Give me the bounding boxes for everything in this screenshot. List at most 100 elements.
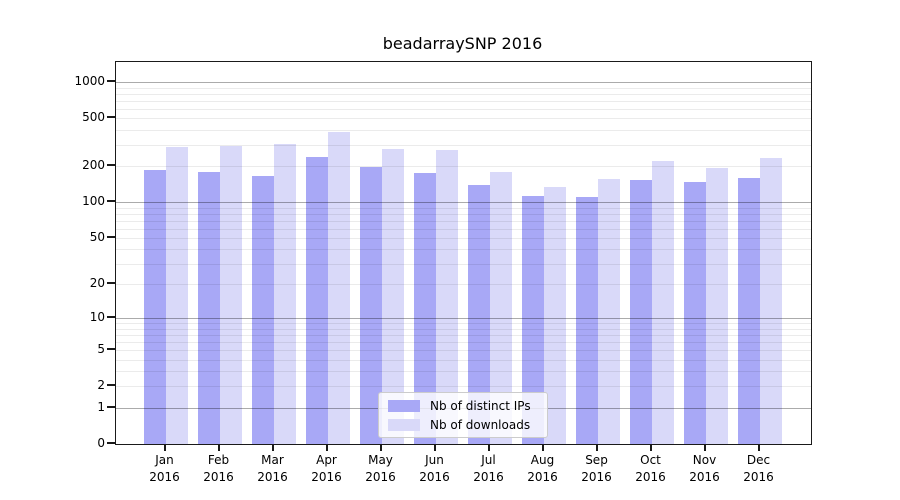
x-tickmark-oct: [649, 444, 652, 451]
y-tickmark-2: [107, 384, 115, 387]
x-tickmark-dec: [757, 444, 760, 451]
bar-ips-may: [359, 166, 382, 444]
gridline-600: [116, 108, 811, 110]
plot-area: [115, 61, 812, 445]
x-label-month: Feb: [207, 453, 230, 467]
x-label-year: 2016: [527, 470, 558, 484]
bar-ips-oct: [629, 179, 652, 444]
gridline-200: [116, 166, 811, 168]
y-label-1: 1: [97, 399, 105, 414]
bar-downloads-jul: [489, 171, 512, 444]
gridline-10: [116, 318, 811, 320]
gridline-90: [116, 207, 811, 209]
gridline-400: [116, 129, 811, 131]
gridline-300: [116, 144, 811, 146]
x-label-jun: Jun 2016: [405, 452, 465, 486]
legend-item-downloads: Nb of downloads: [388, 415, 538, 434]
gridline-70: [116, 220, 811, 222]
x-label-year: 2016: [311, 470, 342, 484]
gridline-500: [116, 118, 811, 120]
bar-ips-jun: [413, 172, 436, 444]
bar-downloads-dec: [759, 158, 782, 444]
gridline-20: [116, 284, 811, 286]
gridline-6: [116, 342, 811, 344]
x-label-month: Jun: [425, 453, 444, 467]
x-label-month: Mar: [261, 453, 284, 467]
bar-downloads-mar: [273, 143, 296, 444]
bar-ips-aug: [521, 195, 544, 444]
bar-ips-mar: [251, 175, 274, 444]
x-label-nov: Nov 2016: [675, 452, 735, 486]
x-label-month: Aug: [530, 453, 555, 467]
x-label-aug: Aug 2016: [513, 452, 573, 486]
y-label-10: 10: [89, 310, 105, 325]
bar-downloads-feb: [219, 145, 242, 444]
gridline-7: [116, 335, 811, 337]
x-tickmark-jun: [433, 444, 436, 451]
x-tickmark-aug: [541, 444, 544, 451]
y-tickmark-0: [107, 442, 115, 444]
gridline-2: [116, 386, 811, 388]
y-label-500: 500: [82, 110, 105, 125]
gridline-700: [116, 100, 811, 102]
x-label-month: Apr: [316, 453, 337, 467]
x-label-year: 2016: [581, 470, 612, 484]
x-label-month: Jul: [481, 453, 496, 467]
x-label-feb: Feb 2016: [189, 452, 249, 486]
gridline-30: [116, 264, 811, 266]
x-label-dec: Dec 2016: [729, 452, 789, 486]
gridline-8: [116, 328, 811, 330]
x-label-year: 2016: [689, 470, 720, 484]
bar-downloads-oct: [651, 161, 674, 444]
y-label-2: 2: [97, 378, 105, 393]
x-label-year: 2016: [365, 470, 396, 484]
gridline-5: [116, 350, 811, 352]
x-tickmark-mar: [271, 444, 274, 451]
y-tickmark-50: [107, 235, 115, 238]
x-label-may: May 2016: [351, 452, 411, 486]
bar-ips-dec: [737, 178, 760, 444]
y-label-5: 5: [97, 342, 105, 357]
gridline-9: [116, 323, 811, 325]
y-label-0: 0: [97, 436, 105, 450]
x-label-month: May: [368, 453, 393, 467]
bar-ips-sep: [575, 197, 598, 444]
y-tickmark-20: [107, 282, 115, 285]
x-tickmark-jul: [487, 444, 490, 451]
legend-item-distinct-ips: Nb of distinct IPs: [388, 396, 538, 415]
x-label-year: 2016: [635, 470, 666, 484]
x-label-month: Oct: [640, 453, 661, 467]
x-label-jan: Jan 2016: [135, 452, 195, 486]
legend: Nb of distinct IPs Nb of downloads: [378, 392, 548, 438]
x-label-mar: Mar 2016: [243, 452, 303, 486]
gridline-80: [116, 213, 811, 215]
x-label-year: 2016: [473, 470, 504, 484]
bar-ips-jul: [467, 184, 490, 444]
y-label-100: 100: [82, 194, 105, 209]
x-tickmark-may: [379, 444, 382, 451]
bar-downloads-apr: [327, 131, 350, 444]
y-tickmark-200: [107, 164, 115, 167]
x-label-month: Dec: [746, 453, 771, 467]
x-tickmark-apr: [325, 444, 328, 451]
gridline-4: [116, 359, 811, 361]
gridline-60: [116, 228, 811, 230]
bar-ips-apr: [305, 156, 328, 444]
gridline-40: [116, 249, 811, 251]
bar-downloads-aug: [543, 186, 566, 444]
x-label-month: Nov: [692, 453, 717, 467]
bar-ips-nov: [683, 182, 706, 444]
bar-downloads-nov: [705, 167, 728, 444]
chart-title: beadarraySNP 2016: [382, 34, 543, 53]
y-tickmark-100: [107, 200, 115, 203]
x-tickmark-feb: [217, 444, 220, 451]
x-label-year: 2016: [149, 470, 180, 484]
y-label-200: 200: [82, 158, 105, 173]
gridline-3: [116, 371, 811, 373]
y-tickmark-10: [107, 316, 115, 319]
x-label-year: 2016: [743, 470, 774, 484]
y-label-20: 20: [89, 276, 105, 291]
gridline-100: [116, 202, 811, 204]
legend-label-downloads: Nb of downloads: [430, 417, 531, 432]
y-tickmark-5: [107, 348, 115, 351]
